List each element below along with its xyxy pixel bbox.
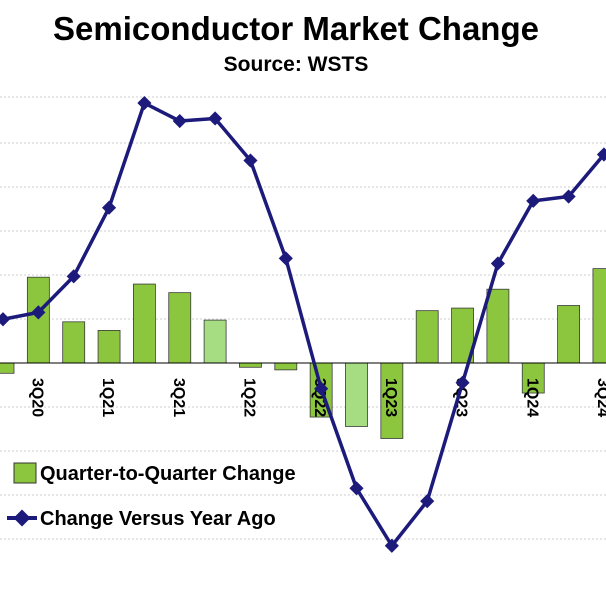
x-tick-label: 1Q21 xyxy=(99,378,116,417)
bar xyxy=(62,321,86,364)
line-point-marker xyxy=(0,312,11,327)
bar xyxy=(0,362,15,374)
line-point-marker xyxy=(137,95,152,111)
line-point-marker xyxy=(314,381,329,396)
bar xyxy=(97,329,121,364)
bar xyxy=(274,362,298,371)
line-point-marker xyxy=(526,193,541,208)
bar xyxy=(345,362,368,427)
x-tick-label: 1Q24 xyxy=(523,378,540,417)
x-tick-label: 3Q24 xyxy=(594,378,606,417)
bar xyxy=(168,292,192,364)
chart-title: Semiconductor Market Change xyxy=(53,10,539,47)
bar xyxy=(486,288,510,364)
x-tick-label: 3Q20 xyxy=(28,378,45,417)
line-point-marker xyxy=(384,538,399,553)
line-point-marker xyxy=(596,147,606,162)
legend-label-bars: Quarter-to-Quarter Change xyxy=(40,463,296,485)
legend-label-line: Change Versus Year Ago xyxy=(40,508,276,530)
bar xyxy=(203,319,227,364)
bar xyxy=(132,283,156,364)
bar xyxy=(415,310,439,364)
legend: Quarter-to-Quarter Change Change Versus … xyxy=(7,462,296,530)
bar xyxy=(592,268,606,364)
legend-bar-swatch xyxy=(13,462,37,484)
line-point-marker xyxy=(278,251,293,266)
x-tick-label: 1Q23 xyxy=(382,378,399,417)
bar xyxy=(239,362,262,368)
bar-series xyxy=(0,268,606,439)
legend-diamond-marker xyxy=(13,509,31,527)
line-point-marker xyxy=(349,481,364,496)
line-point-marker xyxy=(66,269,81,284)
line-point-marker xyxy=(490,256,505,271)
line-point-marker xyxy=(561,189,576,204)
line-point-marker xyxy=(172,113,187,129)
x-tick-label: 3Q21 xyxy=(170,378,187,417)
chart-subtitle: Source: WSTS xyxy=(223,53,369,76)
line-point-marker xyxy=(455,375,470,390)
line-point-marker xyxy=(101,200,117,215)
line-point-marker xyxy=(243,153,258,168)
line-point-marker xyxy=(31,305,46,320)
x-tick-label: 1Q22 xyxy=(240,378,257,417)
bar xyxy=(26,276,50,364)
x-tick-labels: 3Q20 1Q21 3Q21 1Q22 3Q22 1Q23 3Q23 1Q24 3Q24 xyxy=(28,378,606,417)
bar xyxy=(557,305,580,364)
line-point-marker xyxy=(420,494,435,509)
